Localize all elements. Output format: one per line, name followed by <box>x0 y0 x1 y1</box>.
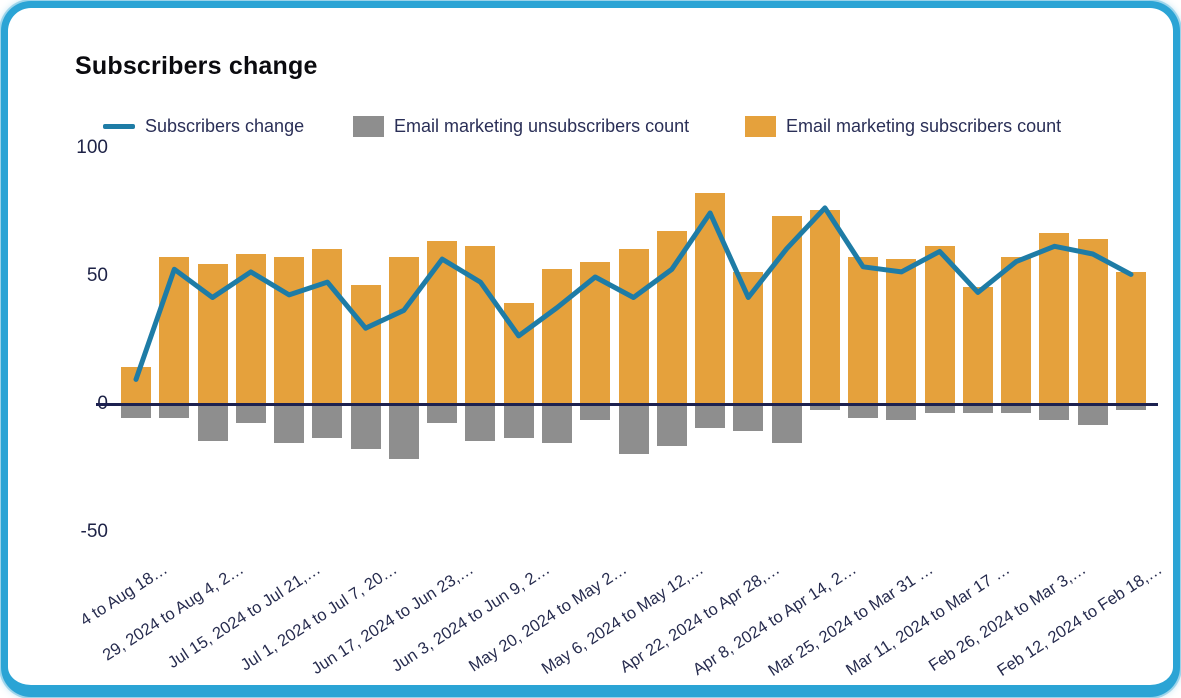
unsubscribers-swatch-icon <box>353 115 384 137</box>
subscribers-count-bar <box>771 215 802 405</box>
unsubscribers-count-bar <box>886 405 917 421</box>
subscribers-count-bar <box>886 259 917 405</box>
subscribers-count-bar <box>733 271 764 405</box>
unsubscribers-count-bar <box>197 405 228 441</box>
subscribers-count-bar <box>235 253 266 405</box>
subscribers-count-bar <box>580 261 611 405</box>
subscribers-count-bar <box>924 246 955 405</box>
unsubscribers-count-bar <box>580 405 611 421</box>
subscribers-count-bar <box>197 264 228 405</box>
unsubscribers-count-bar <box>388 405 419 459</box>
subscribers-count-bar <box>159 256 190 405</box>
unsubscribers-count-bar <box>848 405 879 418</box>
legend-item-subscribers-change[interactable]: Subscribers change <box>103 111 304 141</box>
line-swatch-icon <box>103 123 135 129</box>
subscribers-count-bar <box>465 246 496 405</box>
subscribers-count-bar <box>1001 256 1032 405</box>
subscribers-count-bar <box>1039 233 1070 405</box>
unsubscribers-count-bar <box>1077 405 1108 426</box>
subscribers-count-bar <box>695 192 726 405</box>
y-axis-tick-label: -50 <box>80 521 108 542</box>
unsubscribers-count-bar <box>235 405 266 423</box>
legend-item-unsubscribers-count[interactable]: Email marketing unsubscribers count <box>353 111 689 141</box>
chart-title: Subscribers change <box>75 52 318 80</box>
unsubscribers-count-bar <box>618 405 649 454</box>
unsubscribers-count-bar <box>1039 405 1070 421</box>
unsubscribers-count-bar <box>656 405 687 446</box>
subscribers-count-bar <box>312 248 343 405</box>
subscribers-count-bar <box>503 302 534 405</box>
subscribers-count-bar <box>656 230 687 405</box>
subscribers-count-bar <box>388 256 419 405</box>
subscribers-count-bar <box>1077 238 1108 405</box>
legend-label: Email marketing subscribers count <box>786 115 1062 136</box>
unsubscribers-count-bar <box>809 405 840 411</box>
subscribers-count-bar <box>1116 271 1147 405</box>
subscribers-count-bar <box>962 287 993 405</box>
y-axis-tick-label: 50 <box>86 265 108 286</box>
unsubscribers-count-bar <box>695 405 726 429</box>
unsubscribers-count-bar <box>541 405 572 444</box>
subscribers-count-bar <box>121 366 151 405</box>
unsubscribers-count-bar <box>771 405 802 444</box>
unsubscribers-count-bar <box>121 405 151 418</box>
subscribers-count-bar <box>848 256 879 405</box>
y-axis-tick-label: 100 <box>76 137 108 158</box>
unsubscribers-count-bar <box>924 405 955 413</box>
unsubscribers-count-bar <box>350 405 381 449</box>
legend-item-subscribers-count[interactable]: Email marketing subscribers count <box>745 111 1061 141</box>
subscribers-count-bar <box>350 284 381 405</box>
unsubscribers-count-bar <box>733 405 764 431</box>
unsubscribers-count-bar <box>1001 405 1032 413</box>
subscribers-count-bar <box>809 210 840 405</box>
unsubscribers-count-bar <box>274 405 305 444</box>
unsubscribers-count-bar <box>503 405 534 439</box>
unsubscribers-count-bar <box>1116 405 1147 411</box>
unsubscribers-count-bar <box>465 405 496 441</box>
unsubscribers-count-bar <box>159 405 190 418</box>
unsubscribers-count-bar <box>962 405 993 413</box>
x-axis-zero-line <box>96 403 1158 406</box>
legend-label: Subscribers change <box>145 115 305 136</box>
subscribers-count-bar <box>427 241 458 405</box>
legend-label: Email marketing unsubscribers count <box>394 115 690 136</box>
subscribers-count-bar <box>274 256 305 405</box>
unsubscribers-count-bar <box>312 405 343 439</box>
subscribers-count-bar <box>618 248 649 405</box>
subscribers-count-bar <box>541 269 572 405</box>
subscribers-swatch-icon <box>745 115 776 137</box>
unsubscribers-count-bar <box>427 405 458 423</box>
